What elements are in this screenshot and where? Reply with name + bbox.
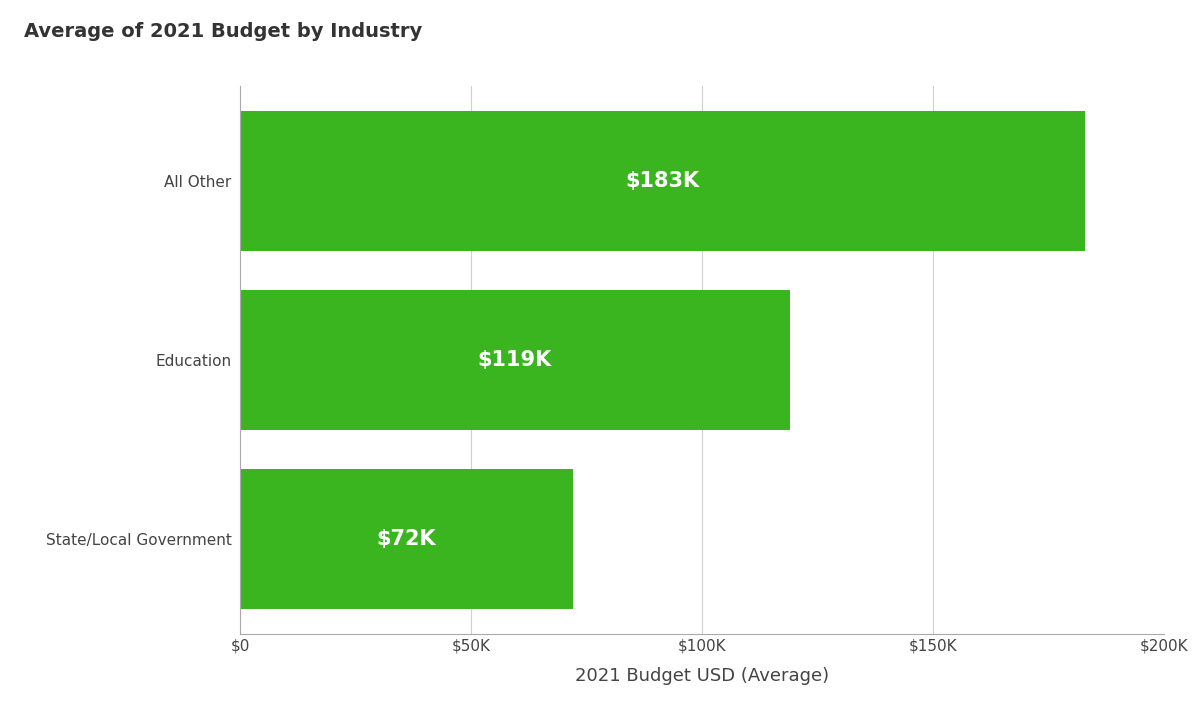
Bar: [240, 112, 1086, 251]
Bar: [240, 290, 790, 430]
Text: $72K: $72K: [377, 529, 436, 549]
X-axis label: 2021 Budget USD (Average): 2021 Budget USD (Average): [575, 667, 829, 685]
Text: Average of 2021 Budget by Industry: Average of 2021 Budget by Industry: [24, 22, 422, 40]
Text: $119K: $119K: [478, 350, 552, 370]
Bar: [240, 469, 572, 608]
Text: $183K: $183K: [625, 171, 700, 191]
